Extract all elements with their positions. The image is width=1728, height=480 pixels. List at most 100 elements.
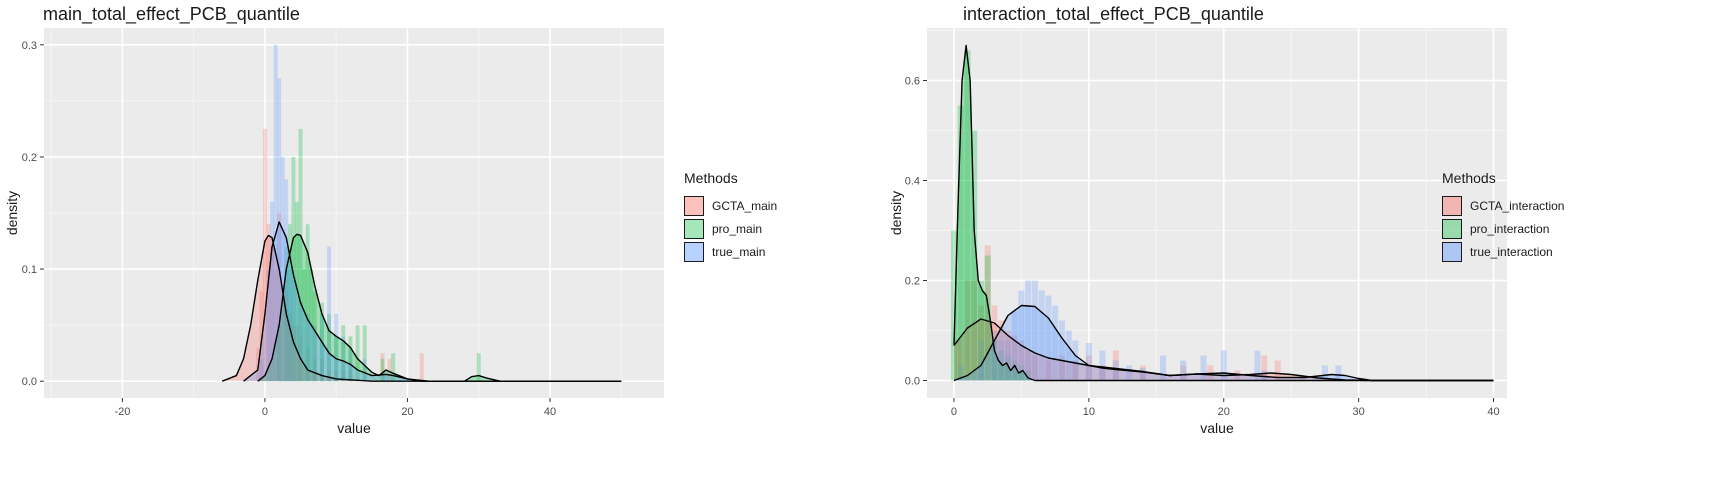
- histogram-bar: [1261, 355, 1268, 381]
- histogram-gcta-interaction: [954, 245, 1281, 381]
- histogram-bar: [977, 305, 984, 381]
- x-axis-label: value: [1200, 420, 1234, 436]
- x-tick-label: 10: [1083, 406, 1095, 418]
- histogram-bar: [1139, 368, 1146, 381]
- histogram-bar: [1335, 365, 1342, 381]
- histogram-bar: [419, 353, 424, 382]
- legend-label: pro_main: [712, 221, 763, 236]
- legend-label: GCTA_interaction: [1470, 198, 1565, 213]
- axes: 0 10 20 30 40 0.0 0.2 0.4 0.6: [905, 76, 1500, 419]
- histogram-bar: [291, 325, 296, 382]
- histogram-bar: [1254, 350, 1261, 381]
- histogram-bar: [1004, 330, 1011, 381]
- legend-title: Methods: [1442, 170, 1496, 186]
- histogram-bar: [957, 105, 964, 381]
- histogram-bar: [295, 325, 299, 382]
- histogram-bar: [270, 201, 275, 382]
- density-line-true-main: [243, 221, 622, 382]
- histogram-bar: [1045, 360, 1052, 381]
- legend-label: GCTA_main: [712, 198, 778, 213]
- histogram-bar: [984, 245, 991, 381]
- histogram-bar: [287, 224, 292, 382]
- legend-title: Methods: [684, 170, 738, 186]
- histogram-bar: [1031, 355, 1038, 381]
- legend-label: true_main: [712, 244, 766, 259]
- y-tick-label: 0.0: [22, 376, 37, 388]
- x-tick-label: 30: [1353, 406, 1365, 418]
- legend-label: true_interaction: [1470, 244, 1553, 259]
- histogram-bar: [387, 358, 392, 382]
- y-axis-label: density: [4, 191, 20, 235]
- histogram-bar: [305, 313, 310, 382]
- histogram-bar: [957, 365, 964, 381]
- left-legend: Methods GCTA_main pro_main true_main: [684, 170, 777, 263]
- histogram-bar: [1200, 355, 1207, 381]
- histogram-bar: [476, 353, 481, 382]
- legend-item-gcta-interaction: GCTA_interaction: [1442, 194, 1564, 217]
- histogram-bar: [298, 128, 303, 382]
- histogram-bar: [998, 350, 1005, 381]
- histogram-bar: [977, 280, 984, 381]
- right-legend: Methods GCTA_interaction pro_interaction…: [1442, 170, 1564, 263]
- histogram-bar: [319, 358, 324, 382]
- x-tick-label: 0: [951, 406, 957, 418]
- legend-item-true-interaction: true_interaction: [1442, 240, 1564, 263]
- y-tick-label: 0.4: [905, 176, 920, 188]
- legend-label: pro_interaction: [1470, 221, 1550, 236]
- histogram-bar: [277, 78, 282, 382]
- histogram-bar: [991, 340, 998, 381]
- histogram-bar: [327, 246, 332, 382]
- left-chart-panel: main_total_effect_PCB_quantile -20 0 20 40 0…: [4, 4, 777, 436]
- histogram-bar: [1072, 340, 1079, 381]
- histogram-bar: [977, 340, 984, 381]
- left-chart-title: main_total_effect_PCB_quantile: [43, 4, 300, 24]
- histogram-bar: [362, 325, 367, 382]
- histogram-bar: [1045, 295, 1052, 381]
- density-line-true-interaction: [953, 304, 1494, 382]
- x-tick-label: 20: [1218, 406, 1230, 418]
- histogram-bar: [984, 255, 991, 381]
- legend-item-pro-main: pro_main: [684, 217, 777, 240]
- histogram-bar: [266, 224, 271, 382]
- histogram-bar: [971, 130, 978, 381]
- legend-key-true-interaction: [1442, 241, 1462, 262]
- histogram-bar: [1004, 355, 1011, 381]
- histogram-bar: [312, 325, 317, 382]
- histogram-bar: [334, 369, 339, 382]
- histogram-bar: [991, 330, 998, 381]
- histogram-bar: [341, 325, 346, 382]
- right-chart-panel: interaction_total_effect_PCB_quantile 0 1…: [864, 0, 1728, 480]
- histogram-bar: [991, 305, 998, 381]
- histogram-bar: [262, 128, 267, 382]
- legend-item-true-main: true_main: [684, 240, 777, 263]
- histogram-bar: [259, 291, 264, 382]
- histogram-bar: [1011, 360, 1018, 381]
- histogram-bar: [291, 280, 296, 382]
- histogram-bar: [1025, 370, 1032, 381]
- histogram-bar: [273, 44, 278, 382]
- histogram-bar: [1180, 365, 1187, 381]
- histogram-bar: [1261, 370, 1268, 381]
- histogram-bar: [1018, 290, 1025, 381]
- histogram-bar: [1058, 320, 1065, 381]
- histogram-bar: [305, 224, 310, 382]
- histogram-bar: [1274, 360, 1281, 381]
- histogram-bar: [1052, 305, 1059, 381]
- histogram-bar: [362, 358, 367, 382]
- histogram-bar: [312, 358, 317, 382]
- y-tick-label: 0.2: [905, 276, 920, 288]
- x-tick-label: 20: [401, 406, 413, 418]
- histogram-bar: [964, 280, 971, 381]
- x-tick-label: -20: [114, 406, 130, 418]
- density-area-gcta-main: [222, 235, 622, 382]
- histogram-bar: [1126, 365, 1133, 381]
- histogram-bar: [287, 313, 292, 382]
- histogram-bar: [380, 353, 385, 382]
- histogram-bar: [341, 369, 346, 382]
- legend-key-gcta-main: [684, 195, 704, 216]
- histogram-bar: [1112, 350, 1119, 381]
- histogram-bar: [302, 269, 307, 382]
- histogram-bar: [1031, 280, 1038, 381]
- legend-key-true-main: [684, 241, 704, 262]
- x-axis-label: value: [337, 420, 371, 436]
